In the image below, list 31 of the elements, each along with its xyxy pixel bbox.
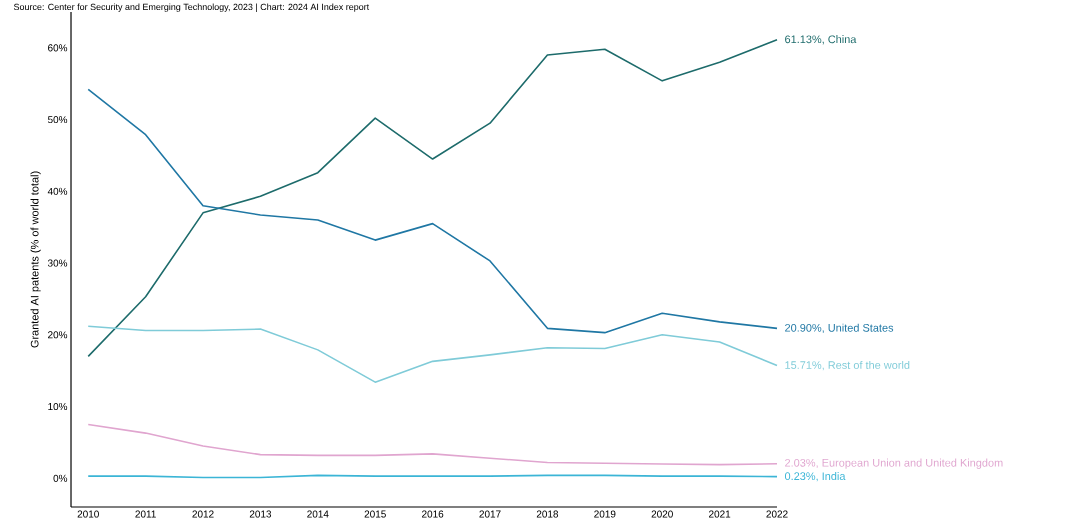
line-series — [87, 38, 778, 358]
y-tick-label: 30% — [47, 259, 68, 267]
annotation: 20.90%, United States — [785, 323, 894, 334]
annotation: 2.03%, European Union and United Kingdom — [785, 458, 1003, 469]
line-series — [87, 325, 778, 383]
y-tick-label: 40% — [47, 187, 68, 195]
x-tick-label: 2021 — [709, 510, 731, 518]
y-axis-title: Granted AI patents (% of world total) — [30, 171, 41, 348]
source-note: Source: Center for Security and Emerging Technology, 2023 | Chart: 2024 AI Index report — [13, 3, 370, 12]
x-tick-label: 2019 — [594, 510, 616, 518]
y-tick-label: 60% — [48, 44, 68, 52]
x-tick-label: 2015 — [364, 510, 386, 518]
x-tick-label: 2011 — [135, 510, 156, 518]
x-tick-label: 2022 — [766, 510, 788, 518]
x-tick-label: 2016 — [422, 510, 444, 518]
y-tick-label: 20% — [48, 331, 68, 339]
x-tick-label: 2014 — [307, 510, 329, 518]
x-tick-label: 2013 — [249, 510, 272, 518]
x-tick-label: 2012 — [192, 510, 214, 518]
x-tick-label: 2010 — [77, 510, 99, 518]
line-series — [87, 88, 778, 334]
x-tick-label: 2020 — [651, 510, 673, 518]
annotation: 0.23%, India — [784, 471, 846, 482]
y-tick-label: 10% — [48, 403, 68, 411]
x-tick-label: 2018 — [536, 510, 559, 518]
y-tick-label: 50% — [47, 116, 68, 124]
annotation: 15.71%, Rest of the world — [785, 360, 910, 371]
x-tick-label: 2017 — [479, 510, 501, 518]
annotation: 61.13%, China — [785, 35, 857, 45]
line-series — [87, 423, 778, 466]
y-tick-label: 0% — [53, 474, 68, 482]
